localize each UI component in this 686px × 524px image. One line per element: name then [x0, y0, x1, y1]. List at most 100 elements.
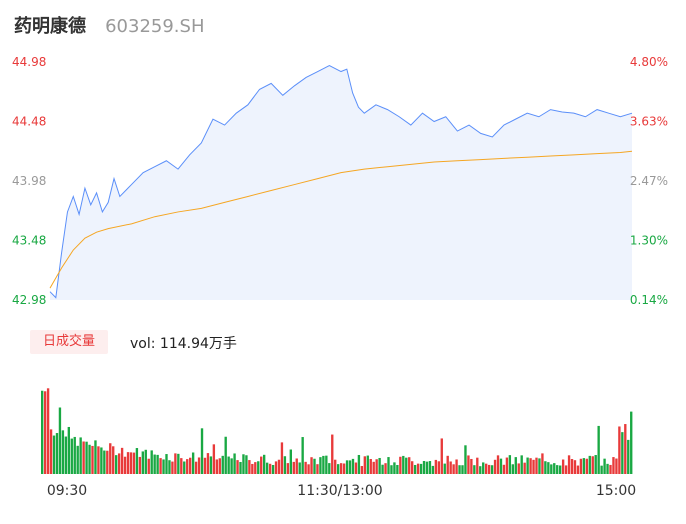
- volume-bar: [591, 456, 594, 474]
- volume-bar: [411, 461, 414, 474]
- volume-bar: [464, 445, 467, 474]
- volume-bar: [443, 463, 446, 474]
- volume-bar: [532, 459, 535, 474]
- volume-bar: [64, 436, 68, 474]
- volume-bar: [304, 461, 307, 474]
- volume-bar: [523, 462, 526, 474]
- volume-bar: [227, 456, 230, 474]
- volume-bar: [455, 459, 458, 474]
- volume-bar: [618, 426, 621, 474]
- volume-bar: [212, 444, 216, 474]
- y-pct-tick-label: 4.80%: [630, 55, 668, 69]
- volume-bar: [431, 465, 435, 474]
- volume-bar: [588, 455, 591, 474]
- volume-bar: [331, 434, 334, 474]
- volume-bar: [123, 456, 127, 474]
- volume-bar: [177, 453, 180, 474]
- volume-bar: [115, 455, 118, 474]
- volume-bar: [559, 465, 562, 474]
- volume-bar: [342, 463, 346, 474]
- volume-bar: [582, 458, 586, 474]
- volume-bar: [85, 441, 88, 474]
- volume-bar: [458, 465, 461, 474]
- volume-bar: [58, 407, 62, 474]
- volume-bar: [236, 460, 239, 474]
- volume-bar: [606, 463, 609, 474]
- volume-bar: [251, 463, 254, 474]
- volume-bar: [615, 458, 618, 474]
- volume-bar: [514, 457, 517, 474]
- volume-bar: [286, 463, 290, 474]
- volume-bar: [52, 435, 56, 474]
- volume-bar: [189, 457, 192, 474]
- volume-bar: [579, 458, 583, 474]
- volume-bar: [206, 453, 210, 474]
- volume-bar: [230, 458, 233, 474]
- price-line: [49, 65, 633, 299]
- volume-bar: [461, 465, 464, 474]
- volume-bar: [493, 459, 497, 474]
- volume-bar: [117, 453, 121, 474]
- volume-bar: [339, 463, 343, 474]
- volume-bar: [174, 453, 177, 474]
- volume-bar: [413, 464, 417, 474]
- volume-bar: [502, 464, 506, 474]
- volume-bar: [268, 463, 272, 474]
- volume-bar: [138, 456, 142, 474]
- volume-bar: [470, 458, 473, 474]
- volume-bar: [322, 455, 325, 474]
- volume-bar: [191, 452, 195, 474]
- volume-bar: [103, 450, 106, 474]
- volume-bar: [425, 461, 429, 474]
- volume-bar: [79, 437, 82, 474]
- volume-bar: [218, 458, 221, 474]
- volume-bar: [544, 461, 547, 474]
- volume-bar: [274, 461, 278, 474]
- volume-bar: [129, 452, 133, 474]
- volume-bar: [556, 465, 559, 474]
- volume-bar: [452, 464, 455, 474]
- volume-bar: [399, 456, 402, 474]
- volume-bar: [224, 436, 227, 474]
- volume-bar: [221, 455, 224, 474]
- volume-bar: [254, 462, 257, 474]
- volume-bar: [194, 461, 198, 474]
- volume-bar: [357, 454, 361, 474]
- volume-bar: [245, 455, 248, 474]
- volume-bar: [576, 465, 580, 474]
- volume-bar: [547, 462, 550, 474]
- volume-bar: [337, 464, 340, 474]
- y-pct-tick-label: 0.14%: [630, 293, 668, 307]
- stock-code: 603259.SH: [105, 16, 205, 37]
- y-tick-label: 43.48: [12, 234, 46, 248]
- volume-bar: [621, 432, 624, 474]
- volume-bar: [597, 425, 600, 474]
- volume-bar: [437, 461, 440, 474]
- volume-bar: [197, 457, 201, 474]
- volume-bar: [354, 462, 358, 474]
- volume-bar: [526, 457, 529, 474]
- volume-bar: [505, 457, 509, 474]
- volume-bar: [476, 457, 479, 474]
- volume-bar: [393, 462, 396, 474]
- volume-bar: [360, 466, 364, 474]
- volume-bar: [94, 440, 97, 474]
- volume-bar: [372, 461, 375, 474]
- volume-bar: [630, 411, 633, 474]
- volume-bar: [553, 463, 556, 474]
- volume-bar: [508, 455, 512, 474]
- volume-bar: [496, 455, 500, 474]
- volume-bar: [567, 455, 571, 474]
- volume-bar: [334, 459, 337, 474]
- volume-bar: [100, 447, 103, 474]
- volume-bar: [402, 455, 405, 474]
- volume-bar: [449, 461, 452, 474]
- volume-bar: [209, 456, 213, 474]
- volume-bar: [112, 446, 115, 474]
- volume-bar: [283, 456, 287, 474]
- x-tick-label: 15:00: [596, 483, 636, 499]
- volume-bar: [594, 455, 597, 474]
- volume-bar: [91, 445, 94, 474]
- volume-bar: [405, 457, 408, 474]
- volume-bar: [487, 464, 491, 474]
